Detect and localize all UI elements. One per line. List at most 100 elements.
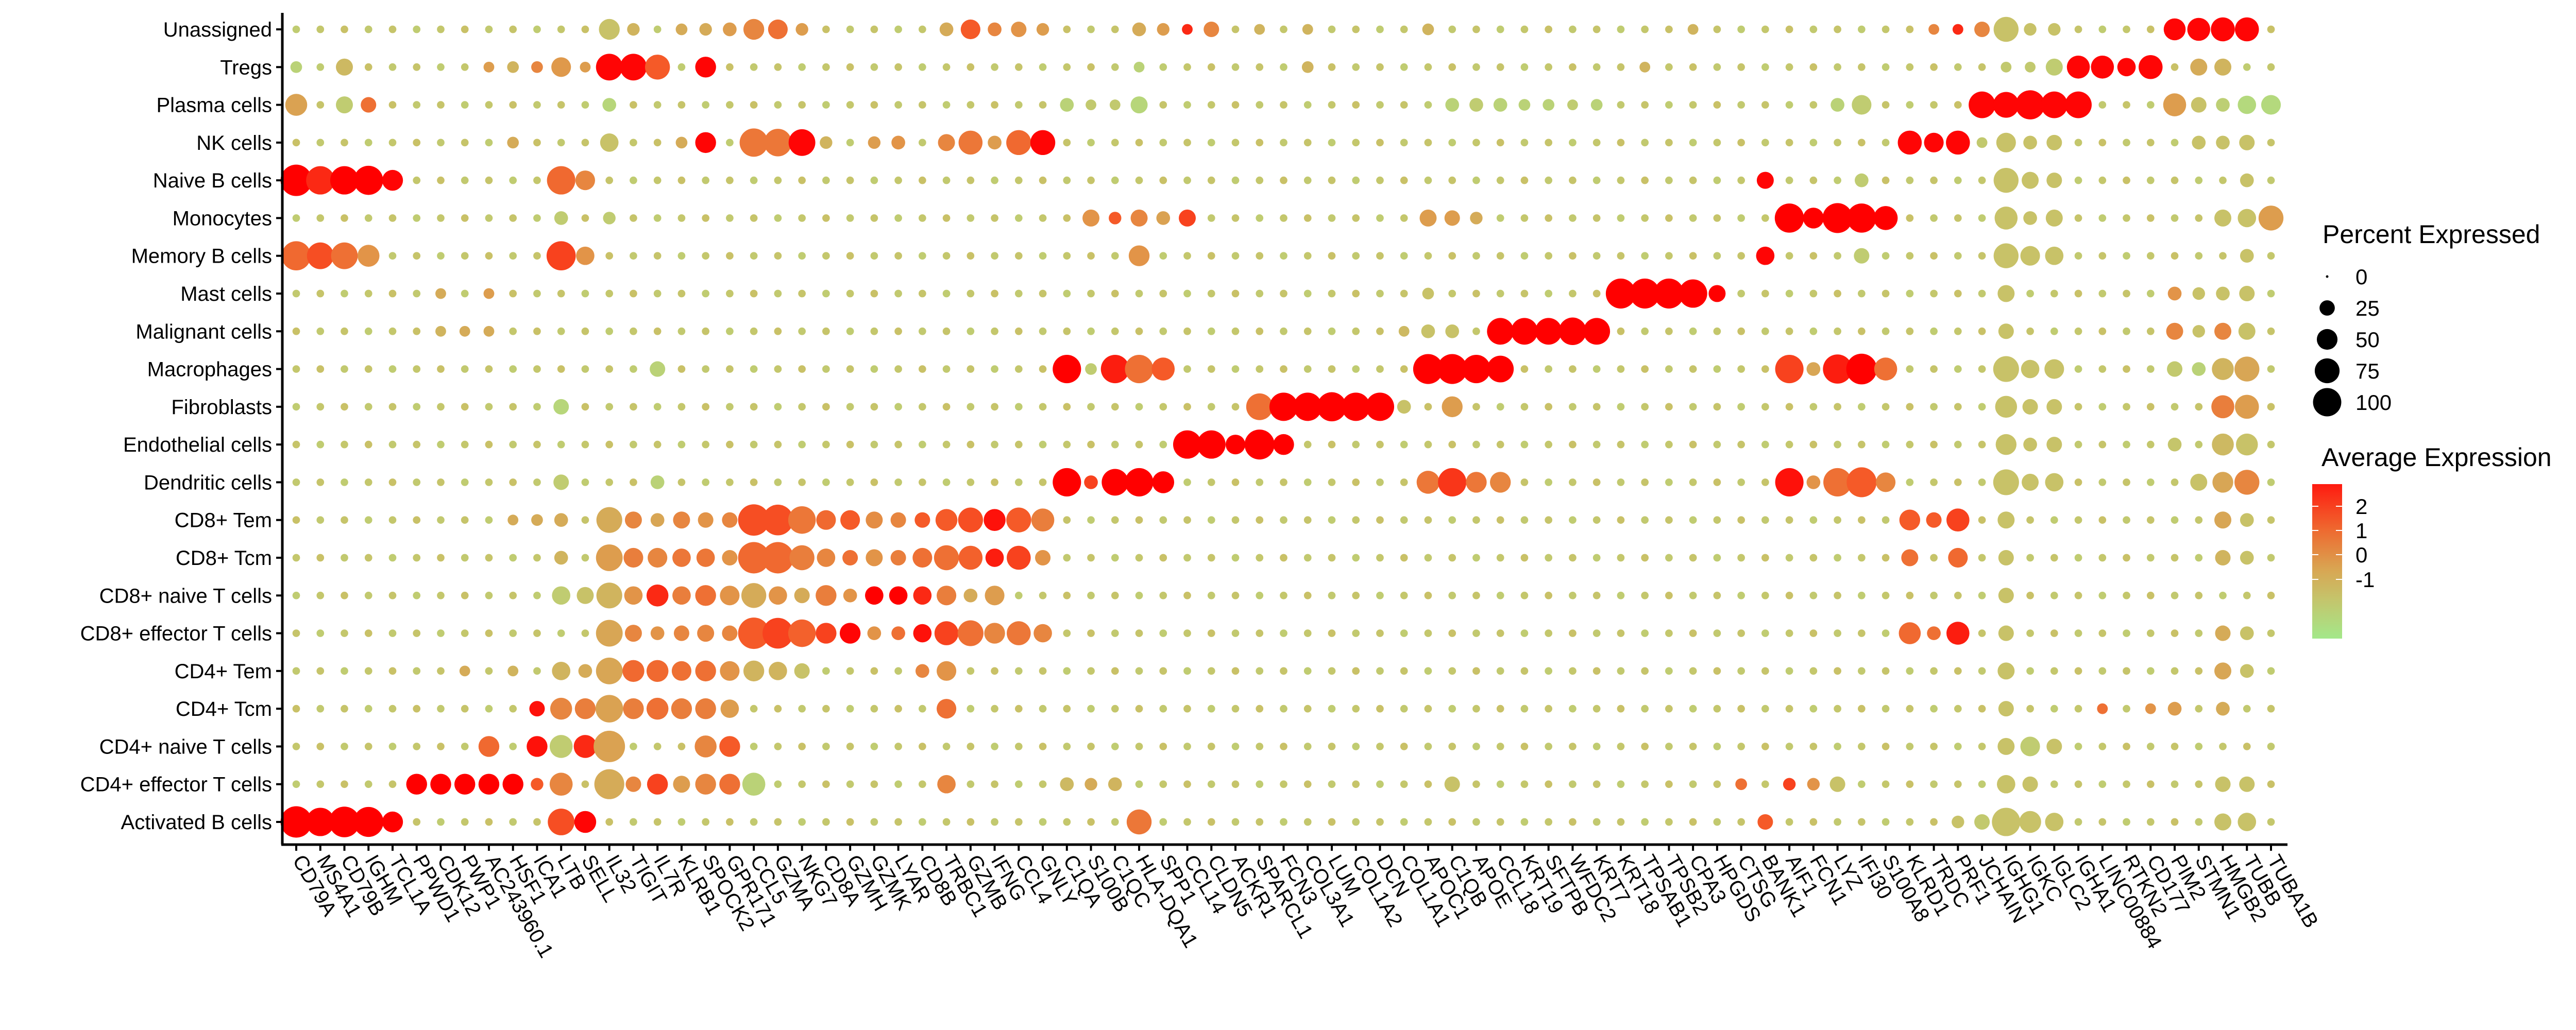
- dot: [937, 661, 957, 681]
- dot: [1496, 743, 1504, 750]
- dot: [1183, 289, 1191, 298]
- dot: [2146, 101, 2155, 109]
- dot: [581, 25, 589, 33]
- dot: [918, 327, 926, 335]
- dot: [671, 698, 692, 719]
- dot: [1053, 355, 1081, 384]
- dot: [1135, 440, 1143, 449]
- dot: [1422, 23, 1434, 36]
- dot: [1424, 139, 1432, 147]
- dot: [1183, 743, 1191, 750]
- dot: [1352, 289, 1360, 298]
- dot: [1014, 289, 1023, 298]
- dot: [1063, 667, 1071, 675]
- dot: [2192, 287, 2205, 300]
- dot: [1545, 365, 1553, 373]
- dot: [1421, 324, 1435, 338]
- dot: [738, 504, 770, 536]
- dot: [1689, 516, 1697, 524]
- dot: [1665, 214, 1673, 222]
- dot: [1592, 554, 1601, 562]
- dot: [2267, 365, 2275, 373]
- dot: [1159, 252, 1167, 260]
- dot: [1930, 289, 1938, 298]
- dot: [437, 629, 445, 637]
- dot: [2050, 629, 2058, 637]
- dot: [1159, 176, 1167, 184]
- dot: [1809, 591, 1818, 599]
- dot: [935, 509, 958, 531]
- dot: [1328, 176, 1336, 184]
- dot: [413, 818, 421, 826]
- dot: [1617, 629, 1625, 637]
- dot: [2146, 365, 2155, 373]
- dot: [1882, 667, 1890, 675]
- dot: [942, 176, 951, 184]
- dot: [1352, 214, 1360, 222]
- dot: [822, 214, 830, 222]
- dot: [1159, 139, 1167, 147]
- dot: [1462, 355, 1490, 384]
- dot: [1087, 554, 1095, 562]
- dot: [1545, 478, 1553, 486]
- dot: [991, 176, 998, 184]
- dot: [1679, 279, 1707, 308]
- dot: [2123, 101, 2130, 109]
- dot: [1352, 780, 1360, 788]
- dot: [1592, 516, 1601, 524]
- dot: [361, 97, 377, 113]
- dot: [2238, 209, 2257, 228]
- dot: [1303, 591, 1312, 599]
- dot: [1400, 214, 1408, 222]
- dot: [1906, 780, 1914, 788]
- dot: [774, 780, 782, 788]
- dot: [1496, 139, 1504, 147]
- dot: [1882, 516, 1890, 524]
- dot: [1995, 434, 2017, 455]
- dot: [1231, 63, 1240, 71]
- dot: [1039, 289, 1047, 298]
- dot: [2019, 811, 2041, 833]
- dot: [1809, 818, 1818, 826]
- dot: [1397, 400, 1411, 414]
- dot: [2074, 478, 2082, 486]
- dot: [2243, 591, 2251, 599]
- dot: [1545, 516, 1553, 524]
- dot: [316, 25, 325, 33]
- dot: [918, 101, 926, 109]
- dot: [1520, 176, 1529, 184]
- dot: [2074, 327, 2082, 335]
- dot: [1785, 743, 1793, 750]
- dot: [364, 780, 372, 788]
- dot: [1876, 472, 1896, 492]
- dot: [552, 586, 571, 605]
- dot: [1906, 818, 1914, 826]
- dot: [1569, 403, 1577, 411]
- dot: [1328, 214, 1336, 222]
- dot: [1654, 278, 1684, 309]
- dot: [2025, 61, 2036, 73]
- dot: [750, 176, 758, 184]
- dot: [2211, 395, 2234, 419]
- dot: [1039, 327, 1047, 335]
- dot: [673, 511, 690, 529]
- dot: [557, 365, 565, 373]
- dot: [1231, 176, 1240, 184]
- dot: [702, 101, 709, 109]
- dot: [557, 101, 565, 109]
- dot: [357, 245, 380, 267]
- dot: [1930, 101, 1938, 109]
- dot: [1520, 440, 1529, 449]
- dot: [894, 818, 902, 826]
- dot: [1342, 392, 1370, 421]
- dot: [1882, 743, 1890, 750]
- dot: [2023, 437, 2037, 452]
- dot: [774, 176, 782, 184]
- dot: [894, 327, 902, 335]
- dot: [1376, 591, 1384, 599]
- dot: [646, 585, 669, 607]
- dot: [1496, 25, 1504, 33]
- dot: [1641, 554, 1649, 562]
- dot: [1424, 591, 1432, 599]
